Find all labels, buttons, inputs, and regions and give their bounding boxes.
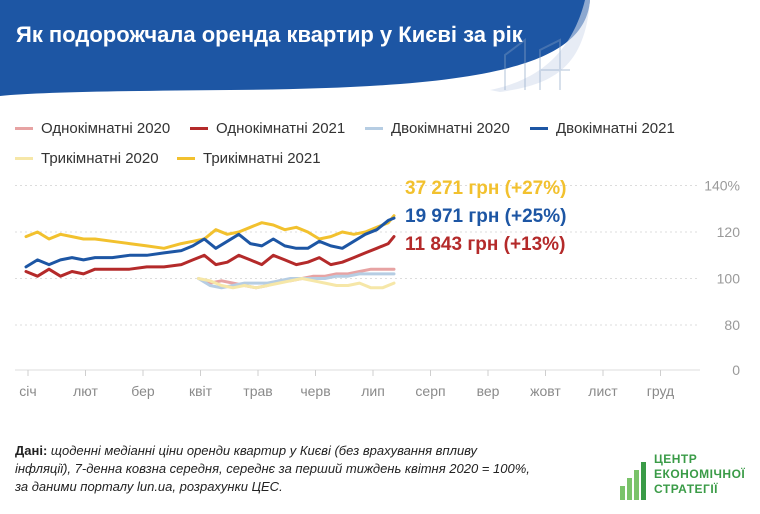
legend: Однокімнатні 2020 Однокімнатні 2021 Двок… (15, 120, 745, 176)
logo-bar (627, 478, 632, 500)
legend-label: Однокімнатні 2020 (41, 120, 171, 137)
callout-one-room: 11 843 грн (+13%) (405, 234, 566, 255)
source-note: Дані: щоденні медіанні ціни оренди кварт… (15, 442, 535, 496)
y-tick-label: 120 (717, 224, 741, 240)
series-line (24, 216, 396, 269)
legend-item: Двокімнатні 2021 (530, 120, 675, 137)
legend-label: Трикімнатні 2020 (41, 150, 159, 167)
x-tick-label: жовт (530, 383, 561, 399)
legend-item: Трикімнатні 2021 (177, 150, 321, 167)
x-axis: січ лют бер квіт трав черв лип серп вер жовт лист г… (19, 370, 674, 399)
x-tick-label: черв (300, 383, 330, 399)
chart-title: Як подорожчала оренда квартир у Києві за… (16, 22, 523, 47)
legend-item: Однокімнатні 2021 (190, 120, 345, 137)
series-line (24, 214, 396, 250)
note-body: щоденні медіанні ціни оренди квартир у К… (15, 443, 530, 494)
y-tick-label: 0 (732, 362, 740, 378)
callout-three-room: 37 271 грн (+27%) (405, 178, 567, 199)
y-tick-label: 100 (717, 271, 741, 287)
series-line (197, 277, 396, 290)
y-axis: 0 80 100 120 140% (704, 178, 740, 379)
x-tick-label: груд (647, 383, 674, 399)
series-layer (24, 214, 396, 290)
watermark-logo (504, 38, 570, 90)
line-chart: січ лют бер квіт трав черв лип серп вер жовт лист г… (15, 178, 740, 399)
x-tick-label: січ (19, 383, 36, 399)
legend-swatch (190, 127, 208, 130)
grid (15, 185, 700, 371)
legend-item: Трикімнатні 2020 (15, 150, 159, 167)
legend-item: Однокімнатні 2020 (15, 120, 170, 137)
series-line (24, 235, 396, 278)
y-tick-label: 140% (704, 178, 740, 194)
logo-line: СТРАТЕГІЇ (654, 482, 718, 496)
legend-label: Трикімнатні 2021 (203, 150, 321, 167)
x-tick-label: квіт (189, 383, 213, 399)
callout-two-room: 19 971 грн (+25%) (405, 206, 567, 227)
x-tick-label: лист (588, 383, 618, 399)
legend-swatch (530, 127, 548, 130)
header-banner (0, 0, 590, 96)
logo-line: ЦЕНТР (654, 452, 698, 466)
logo-line: ЕКОНОМІЧНОЇ (654, 467, 746, 481)
legend-swatch (15, 157, 33, 160)
logo-bar (620, 486, 625, 500)
x-tick-label: трав (243, 383, 272, 399)
x-tick-label: вер (477, 383, 500, 399)
legend-swatch (177, 157, 195, 160)
legend-label: Однокімнатні 2021 (216, 120, 346, 137)
banner-decoration (490, 0, 590, 92)
legend-label: Двокімнатні 2021 (556, 120, 675, 137)
banner-shape (0, 0, 590, 96)
note-lead: Дані: (15, 443, 48, 458)
legend-swatch (365, 127, 383, 130)
legend-swatch (15, 127, 33, 130)
y-tick-label: 80 (724, 317, 740, 333)
x-tick-label: лют (73, 383, 98, 399)
logo-bar (634, 470, 639, 500)
logo-bar (641, 462, 646, 500)
ces-logo: ЦЕНТР ЕКОНОМІЧНОЇ СТРАТЕГІЇ (618, 452, 758, 500)
x-tick-label: серп (415, 383, 445, 399)
x-tick-label: лип (361, 383, 385, 399)
legend-item: Двокімнатні 2020 (365, 120, 510, 137)
logo-text: ЦЕНТР ЕКОНОМІЧНОЇ СТРАТЕГІЇ (654, 452, 745, 497)
legend-label: Двокімнатні 2020 (391, 120, 510, 137)
x-tick-label: бер (131, 383, 155, 399)
